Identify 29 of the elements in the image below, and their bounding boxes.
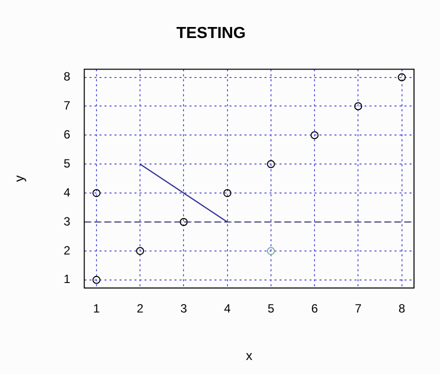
y-tick-label: 5 <box>64 156 71 170</box>
y-tick-label: 1 <box>64 272 71 286</box>
point <box>398 73 406 82</box>
y-tick-label: 4 <box>64 185 71 200</box>
point <box>310 131 319 140</box>
x-tick-label: 7 <box>354 302 362 316</box>
x-tick-label: 2 <box>136 302 144 316</box>
x-tick-label: 3 <box>180 302 188 316</box>
y-axis-title: y <box>11 174 26 182</box>
point <box>136 246 144 255</box>
point <box>223 189 232 198</box>
point <box>92 276 100 284</box>
x-tick-label: 8 <box>398 302 406 316</box>
point <box>266 160 275 168</box>
x-tick-label: 4 <box>224 302 231 316</box>
point <box>92 189 100 198</box>
y-tick-label: 3 <box>64 214 71 228</box>
y-tick-label: 6 <box>64 128 71 142</box>
x-axis-title: x <box>246 348 253 363</box>
x-tick-label: 5 <box>268 302 275 316</box>
chart-title: TESTING <box>176 25 246 42</box>
x-tick-label: 1 <box>93 302 100 316</box>
y-tick-label: 7 <box>64 98 71 113</box>
point <box>354 102 362 110</box>
point <box>266 246 275 255</box>
y-tick-label: 8 <box>64 70 71 84</box>
point <box>180 218 188 226</box>
y-tick-label: 2 <box>64 243 71 258</box>
x-tick-label: 6 <box>311 302 318 316</box>
